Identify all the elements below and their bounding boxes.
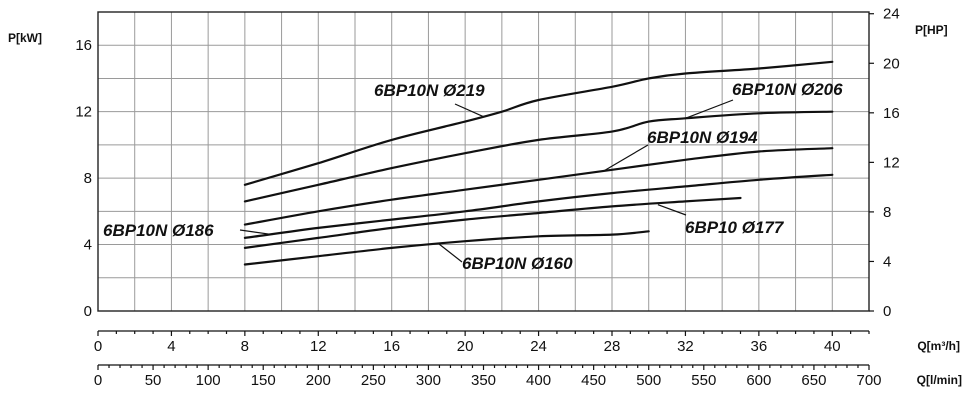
- left-axis-tick-label: 0: [84, 303, 92, 320]
- x-axis-lmin-title: Q[l/min]: [917, 373, 962, 387]
- x-axis-m3h-tick-label: 8: [241, 338, 249, 355]
- left-axis-title: P[kW]: [8, 31, 42, 45]
- plot-frame: [97, 11, 870, 312]
- x-axes: 0 4 8 12 16 20 24 28 32 36 40 Q[m³/h] 0 50 100 150 200 25…: [94, 330, 962, 389]
- x-axis-m3h-tick-label: 36: [751, 338, 768, 355]
- x-axis-m3h-tick-label: 0: [94, 338, 102, 355]
- curve-label-leader: [602, 144, 649, 172]
- x-axis-m3h-tick-label: 16: [383, 338, 400, 355]
- x-axis-lmin-tick-label: 250: [361, 372, 386, 389]
- curve-series-3: [243, 173, 834, 239]
- x-axis-lmin-tick-label: 50: [145, 372, 162, 389]
- curve-label-leader: [454, 103, 484, 118]
- x-axis-lmin-tick-label: 500: [636, 372, 661, 389]
- right-axis-tick-label: 0: [883, 303, 891, 320]
- curve-label: 6BP10N Ø186: [103, 221, 214, 240]
- curve-label-leader: [239, 229, 273, 236]
- x-axis-m3h-tick-label: 4: [167, 338, 175, 355]
- x-axis-lmin-tick-label: 550: [691, 372, 716, 389]
- curves: [243, 60, 834, 266]
- curve-label-leader: [685, 99, 734, 119]
- label-leaders: [239, 99, 734, 263]
- x-axis-lmin-tick-label: 200: [306, 372, 331, 389]
- curve-label: 6BP10N Ø160: [462, 254, 573, 273]
- left-axis-tick-label: 8: [84, 170, 92, 187]
- right-axis-title: P[HP]: [915, 23, 948, 37]
- curve-label: 6BP10N Ø219: [374, 81, 485, 100]
- curve-label-leader: [657, 204, 687, 216]
- x-axis-lmin-tick-label: 350: [471, 372, 496, 389]
- curve-label: 6BP10N Ø194: [647, 128, 758, 147]
- curve-series-5: [243, 230, 650, 266]
- x-axis-m3h-tick-label: 20: [457, 338, 474, 355]
- x-axis-lmin-tick-label: 700: [856, 372, 881, 389]
- right-axis-tick-label: 16: [883, 105, 900, 122]
- grid-lines: [98, 12, 869, 311]
- right-axis-tick-label: 24: [883, 6, 900, 23]
- curve-label-leader: [437, 242, 463, 263]
- x-axis-lmin-tick-label: 450: [581, 372, 606, 389]
- x-axis-m3h-tick-label: 32: [677, 338, 694, 355]
- x-axis-lmin-tick-label: 600: [746, 372, 771, 389]
- x-axis-lmin-tick-label: 100: [196, 372, 221, 389]
- x-axis-m3h-tick-label: 40: [824, 338, 841, 355]
- curve-label: 6BP10 Ø177: [685, 218, 785, 237]
- right-axis-tick-label: 20: [883, 55, 900, 72]
- curve-series-0: [243, 60, 834, 186]
- right-axis-tick-label: 12: [883, 154, 900, 171]
- right-axis-tick-label: 4: [883, 253, 891, 270]
- chart-text: 0 4 8 12 16 P[kW] 0 4 8 12 16 20 24 P[HP] 6BP10N Ø219 6…: [8, 6, 948, 320]
- curve-series-2: [243, 147, 834, 226]
- x-axis-lmin-tick-label: 300: [416, 372, 441, 389]
- curve-series-4: [243, 196, 742, 249]
- x-axis-lmin-tick-label: 650: [801, 372, 826, 389]
- x-axis-m3h-title: Q[m³/h]: [917, 339, 960, 353]
- curve-series-1: [243, 110, 834, 203]
- x-axis-lmin-tick-label: 400: [526, 372, 551, 389]
- x-axis-m3h-tick-label: 12: [310, 338, 327, 355]
- x-axis-m3h-tick-label: 24: [530, 338, 547, 355]
- x-axis-lmin-tick-label: 150: [251, 372, 276, 389]
- x-axis-m3h-tick-label: 28: [604, 338, 621, 355]
- curve-label: 6BP10N Ø206: [732, 80, 843, 99]
- left-axis-tick-label: 16: [75, 37, 92, 54]
- x-axis-lmin-tick-label: 0: [94, 372, 102, 389]
- left-axis-tick-label: 12: [75, 104, 92, 121]
- right-axis-tick-label: 8: [883, 204, 891, 221]
- left-axis-tick-label: 4: [84, 237, 92, 254]
